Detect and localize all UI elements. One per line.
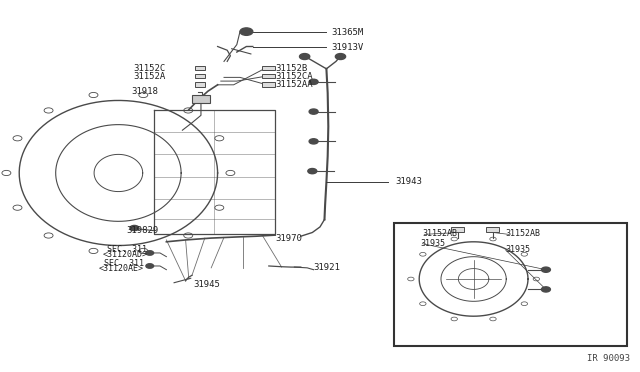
Bar	[486, 227, 499, 232]
Text: SEC. 311: SEC. 311	[108, 246, 147, 254]
Bar	[195, 74, 205, 78]
Circle shape	[130, 225, 139, 231]
Text: 31913V: 31913V	[332, 43, 364, 52]
Text: 31152AB: 31152AB	[506, 229, 541, 238]
Bar	[262, 82, 275, 87]
Text: SEC. 311: SEC. 311	[104, 259, 144, 268]
Text: 31921: 31921	[314, 263, 340, 272]
Circle shape	[335, 54, 346, 60]
Bar	[262, 74, 275, 78]
Text: 31152CA: 31152CA	[275, 72, 313, 81]
Bar	[262, 66, 275, 70]
Text: 31152C: 31152C	[133, 64, 165, 73]
Text: 319829: 319829	[127, 226, 159, 235]
Circle shape	[240, 28, 253, 35]
Text: <31120AD>: <31120AD>	[102, 250, 147, 259]
Text: IR 90093: IR 90093	[588, 355, 630, 363]
Circle shape	[309, 79, 318, 84]
Bar	[451, 227, 464, 232]
Text: 31152AA: 31152AA	[275, 80, 313, 89]
Circle shape	[309, 139, 318, 144]
Circle shape	[300, 54, 310, 60]
Text: 31152A: 31152A	[133, 72, 165, 81]
Bar	[192, 95, 210, 103]
Circle shape	[146, 264, 154, 268]
Text: 31152B: 31152B	[275, 64, 307, 73]
Bar	[394, 223, 627, 346]
Text: 31152AB: 31152AB	[422, 229, 458, 238]
Text: 31918: 31918	[132, 87, 159, 96]
Circle shape	[541, 287, 550, 292]
Text: 31935: 31935	[506, 246, 531, 254]
Circle shape	[308, 169, 317, 174]
Circle shape	[541, 267, 550, 272]
Text: 31935: 31935	[420, 239, 445, 248]
Text: <31120AE>: <31120AE>	[99, 264, 144, 273]
Bar	[195, 82, 205, 87]
Text: 31943: 31943	[395, 177, 422, 186]
Circle shape	[146, 251, 154, 255]
Circle shape	[309, 109, 318, 114]
Text: 31945: 31945	[193, 280, 220, 289]
Text: 31365M: 31365M	[332, 28, 364, 37]
Bar	[195, 66, 205, 70]
Text: 31970: 31970	[275, 234, 302, 243]
